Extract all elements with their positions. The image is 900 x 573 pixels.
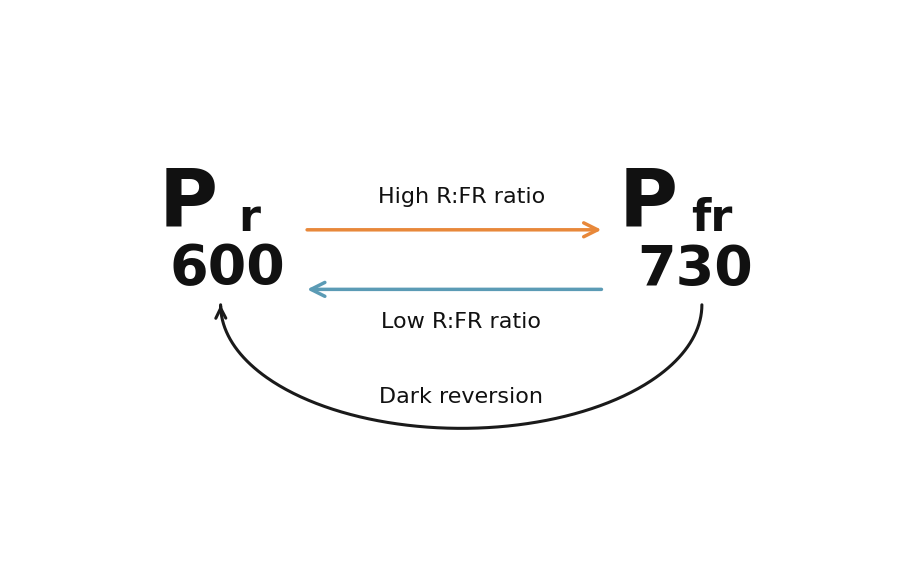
Text: P: P <box>618 164 678 242</box>
Text: Low R:FR ratio: Low R:FR ratio <box>382 312 541 332</box>
Text: High R:FR ratio: High R:FR ratio <box>378 187 544 207</box>
Text: 730: 730 <box>637 242 752 296</box>
Text: 600: 600 <box>170 242 285 296</box>
Text: Dark reversion: Dark reversion <box>379 387 544 407</box>
Text: P: P <box>158 164 217 242</box>
Text: r: r <box>238 197 260 240</box>
Text: fr: fr <box>691 197 733 240</box>
